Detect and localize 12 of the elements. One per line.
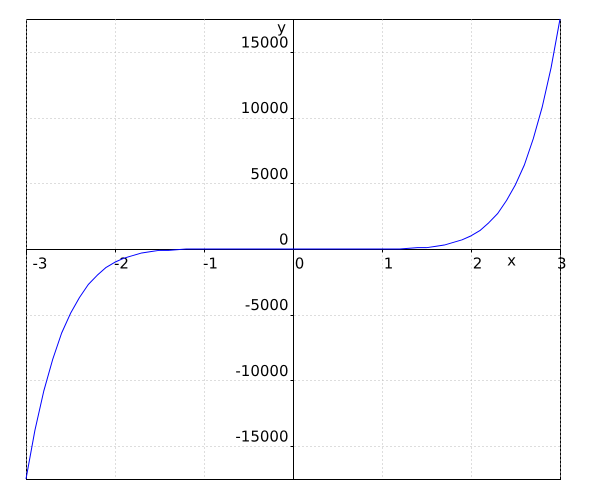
y-tick-label: 5000	[250, 164, 288, 183]
y-tick-label: -10000	[235, 362, 288, 380]
x-tick-label: 2	[472, 254, 482, 272]
x-tick-label: 1	[384, 254, 394, 272]
y-tick-label: -5000	[244, 296, 288, 314]
x-tick-label: -1	[203, 254, 218, 272]
y-tick-label: -15000	[235, 428, 288, 446]
x-tick-label: 0	[294, 254, 304, 272]
y-tick-label: 10000	[240, 99, 288, 118]
x-tick-label: -3	[32, 254, 48, 272]
x-axis-title: x	[507, 252, 516, 270]
y-tick-label: 0	[278, 230, 288, 248]
